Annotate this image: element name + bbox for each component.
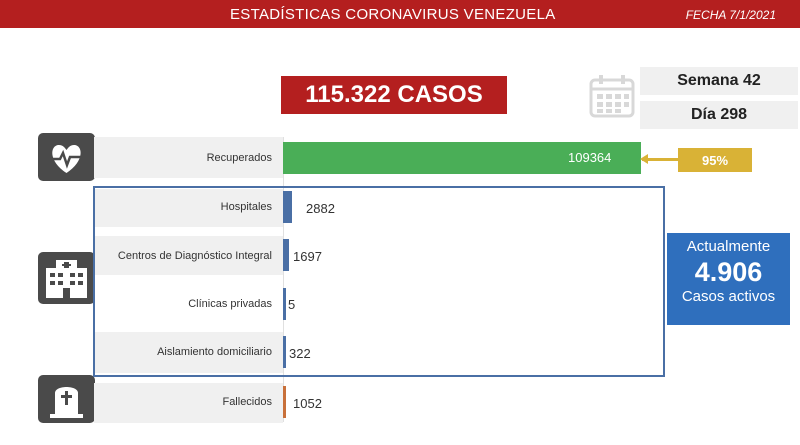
- total-cases-badge: 115.322 CASOS: [281, 76, 507, 114]
- bar-hospitales: [283, 191, 293, 223]
- active-cases-subtitle: Casos activos: [681, 288, 776, 305]
- value-hospitales: 2882: [306, 201, 335, 216]
- active-cases-value: 4.906: [694, 257, 763, 287]
- value-recuperados: 109364: [568, 150, 612, 165]
- recovered-percent-badge: 95%: [678, 148, 752, 172]
- percent-arrow-head: [640, 154, 648, 164]
- bar-centros: [283, 239, 289, 271]
- value-fallecidos: 1052: [293, 396, 322, 411]
- label-clinicas: Clínicas privadas: [188, 298, 272, 310]
- label-centros: Centros de Diagnóstico Integral: [117, 250, 272, 262]
- bar-clinicas: [283, 288, 286, 320]
- label-recuperados: Recuperados: [206, 152, 272, 164]
- hospitalized-group-frame: [93, 186, 665, 377]
- header-date: FECHA 7/1/2021: [685, 8, 776, 22]
- active-cases-box: Actualmente 4.906 Casos activos: [667, 233, 790, 325]
- bar-aislamiento: [283, 336, 286, 368]
- calendar-icon: [589, 75, 635, 118]
- tombstone-icon: [50, 387, 83, 418]
- row-bg-centros: [94, 236, 283, 275]
- active-cases-title: Actualmente: [686, 238, 771, 255]
- hospital-building-icon: [46, 260, 87, 298]
- row-bg-aislamiento: [94, 332, 283, 373]
- value-clinicas: 5: [288, 297, 296, 312]
- value-centros: 1697: [293, 249, 322, 264]
- recovered-icon-tile: [38, 133, 95, 181]
- week-label: Semana 42: [640, 67, 798, 95]
- bar-recuperados: [283, 142, 641, 174]
- bar-fallecidos: [283, 386, 287, 418]
- header-title: ESTADÍSTICAS CORONAVIRUS VENEZUELA: [230, 6, 556, 23]
- label-hospitales: Hospitales: [220, 201, 272, 213]
- row-bg-recuperados: [94, 137, 283, 178]
- heart-monitor-icon: [52, 145, 81, 173]
- value-aislamiento: 322: [289, 346, 311, 361]
- label-aislamiento: Aislamiento domiciliario: [157, 346, 272, 358]
- row-bg-fallecidos: [94, 383, 283, 423]
- axis-line: [283, 137, 284, 422]
- hospital-icon-tile: [38, 252, 95, 304]
- day-label: Día 298: [640, 101, 798, 129]
- header-bar: ESTADÍSTICAS CORONAVIRUS VENEZUELA FECHA…: [0, 0, 800, 28]
- percent-arrow: [642, 158, 678, 161]
- row-bg-hospitales: [94, 189, 283, 227]
- deaths-icon-tile: [38, 375, 95, 423]
- label-fallecidos: Fallecidos: [222, 396, 272, 408]
